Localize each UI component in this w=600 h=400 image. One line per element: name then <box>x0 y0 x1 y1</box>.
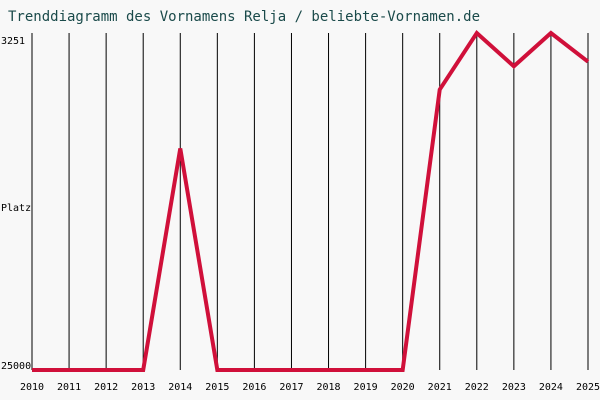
x-tick-label: 2014 <box>168 382 192 393</box>
chart-title: Trenddiagramm des Vornamens Relja / beli… <box>8 9 480 25</box>
x-tick-label: 2024 <box>539 382 563 393</box>
x-tick-label: 2023 <box>502 382 526 393</box>
y-axis-label: Platz <box>1 203 31 214</box>
x-tick-label: 2011 <box>57 382 81 393</box>
x-tick-label: 2016 <box>242 382 266 393</box>
x-tick-label: 2015 <box>205 382 229 393</box>
series-line <box>32 29 590 372</box>
y-tick-label: 25000 <box>1 361 31 372</box>
x-tick-label: 2022 <box>465 382 489 393</box>
x-tick-label: 2019 <box>354 382 378 393</box>
x-tick-label: 2010 <box>20 382 44 393</box>
y-tick-label: 3251 <box>1 36 25 47</box>
x-tick-label: 2012 <box>94 382 118 393</box>
x-tick-label: 2020 <box>391 382 415 393</box>
x-tick-label: 2017 <box>279 382 303 393</box>
x-tick-label: 2013 <box>131 382 155 393</box>
x-tick-label: 2025 <box>576 382 600 393</box>
x-tick-label: 2021 <box>428 382 452 393</box>
x-tick-label: 2018 <box>316 382 340 393</box>
